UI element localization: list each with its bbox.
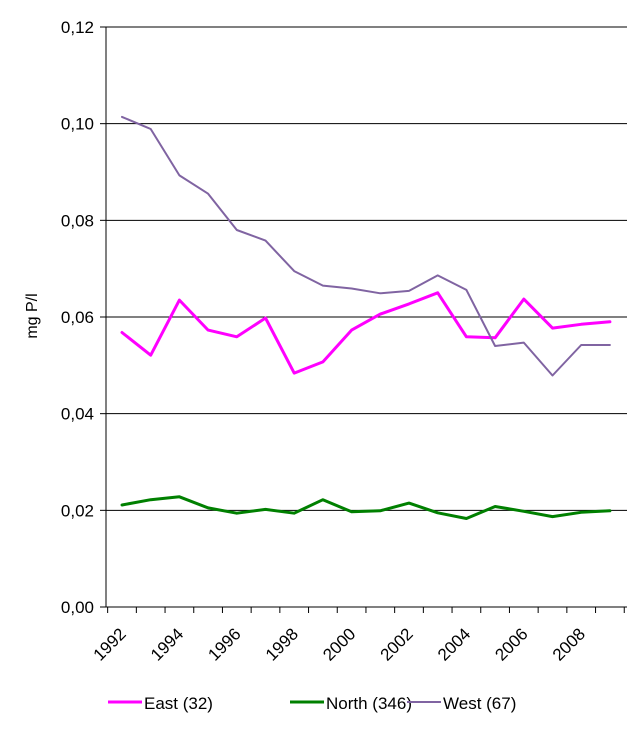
y-tick-label: 0,08 (61, 211, 94, 230)
y-tick-label: 0,06 (61, 308, 94, 327)
legend-item-west: West (67) (407, 694, 516, 713)
axes (100, 26, 627, 613)
x-tick-labels: 1992 1994 1996 1998 2000 2002 2004 2006 2008 (90, 624, 589, 664)
series-line-north (120, 495, 612, 520)
gridlines (106, 26, 627, 511)
legend-item-east: East (32) (108, 694, 213, 713)
y-tick-label: 0,00 (61, 598, 94, 617)
x-tick-label: 2008 (549, 624, 589, 664)
y-tick-label: 0,12 (61, 18, 94, 37)
x-tick-label: 1994 (147, 624, 187, 664)
legend-label: North (346) (326, 694, 412, 713)
y-tick-label: 0,04 (61, 405, 94, 424)
series-line-east (120, 291, 612, 375)
y-tick-label: 0,02 (61, 501, 94, 520)
legend-label: West (67) (443, 694, 516, 713)
y-tick-labels: 0,00 0,02 0,04 0,06 0,08 0,10 0,12 (61, 18, 94, 617)
x-tick-label: 1992 (90, 624, 130, 664)
legend: East (32) North (346) West (67) (108, 694, 516, 713)
legend-label: East (32) (144, 694, 213, 713)
x-tick-label: 1996 (204, 624, 244, 664)
y-tick-label: 0,10 (61, 115, 94, 134)
series-line-west (121, 115, 611, 377)
x-tick-label: 2002 (377, 624, 417, 664)
y-axis-title: mg P/l (24, 293, 41, 338)
x-tick-label: 2000 (319, 624, 359, 664)
series-lines (120, 115, 612, 520)
x-tick-label: 2006 (491, 624, 531, 664)
x-tick-label: 1998 (262, 624, 302, 664)
x-tick-label: 2004 (434, 624, 474, 664)
legend-item-north: North (346) (290, 694, 412, 713)
